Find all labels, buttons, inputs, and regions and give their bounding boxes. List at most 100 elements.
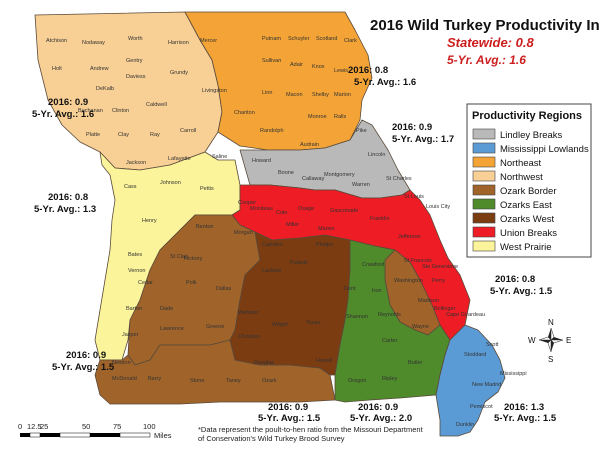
county-label: Carter xyxy=(382,338,397,344)
county-label: Chariton xyxy=(234,110,255,116)
county-label: Jefferson xyxy=(398,234,421,240)
scale-unit: Miles xyxy=(154,431,172,440)
legend-label: Northwest xyxy=(500,172,543,183)
county-label: Reynolds xyxy=(378,312,401,318)
legend-label: Union Breaks xyxy=(500,228,557,239)
region-stats: 2016: 0.9 5-Yr. Avg.: 1.6 2016: 0.8 5-Yr… xyxy=(32,65,557,424)
county-label: Phelps xyxy=(316,242,333,248)
legend-label: West Prairie xyxy=(500,242,552,253)
county-label: New Madrid xyxy=(472,382,501,388)
county-label: Schuyler xyxy=(288,36,310,42)
county-label: Worth xyxy=(128,36,143,42)
county-label: Holt xyxy=(52,66,62,72)
county-label: Hickory xyxy=(184,256,203,262)
county-label: Cape Girardeau xyxy=(446,312,485,318)
county-label: Franklin xyxy=(370,216,390,222)
county-label: Dent xyxy=(344,286,356,292)
county-label: St Louis xyxy=(404,194,424,200)
stat-ozarks-east-year: 2016: 0.9 xyxy=(358,402,398,413)
legend-swatch xyxy=(472,184,496,196)
county-label: Lincoln xyxy=(368,152,385,158)
county-label: Lawrence xyxy=(160,326,184,332)
county-label: Moniteau xyxy=(250,206,273,212)
county-label: Howell xyxy=(316,358,333,364)
county-label: Madison xyxy=(418,298,439,304)
stat-ozark-border-avg: 5-Yr. Avg.: 1.5 xyxy=(52,362,115,373)
county-label: Pulaski xyxy=(290,260,308,266)
county-label: Laclede xyxy=(262,268,281,274)
county-label: Wayne xyxy=(412,324,429,330)
stat-ozarks-west-avg: 5-Yr. Avg.: 1.5 xyxy=(258,413,321,424)
county-label: Cole xyxy=(276,210,287,216)
county-label: Pike xyxy=(356,128,367,134)
county-label: Ste Genevieve xyxy=(422,264,458,270)
county-label: Cooper xyxy=(238,200,256,206)
scale-tick-1: 12.5 xyxy=(27,422,42,431)
county-label: Johnson xyxy=(160,180,181,186)
county-label: Ray xyxy=(150,132,160,138)
legend-swatch xyxy=(472,142,496,154)
county-label: Buchanan xyxy=(78,108,103,114)
legend-swatch xyxy=(472,170,496,182)
county-label: Scott xyxy=(486,342,499,348)
county-label: Harrison xyxy=(168,40,189,46)
county-label: Pettis xyxy=(200,186,214,192)
county-label: Macon xyxy=(286,92,303,98)
legend-label: Mississippi Lowlands xyxy=(500,144,589,155)
county-label: Warren xyxy=(352,182,370,188)
county-label: Wright xyxy=(272,322,288,328)
county-label: Lafayette xyxy=(168,156,191,162)
county-label: Monroe xyxy=(308,114,327,120)
county-label: Christian xyxy=(238,334,260,340)
stat-union-breaks-avg: 5-Yr. Avg.: 1.5 xyxy=(490,286,553,297)
county-label: Iron xyxy=(372,288,381,294)
county-label: Mississippi xyxy=(500,371,527,377)
county-label: Atchison xyxy=(46,38,67,44)
county-label: Polk xyxy=(186,280,197,286)
legend-items: Lindley Breaks Mississippi Lowlands Northe… xyxy=(472,128,589,253)
footnote-line1: *Data represent the poult-to-hen ratio f… xyxy=(198,425,424,434)
county-label: Lewis xyxy=(334,68,348,74)
legend-label: Ozarks East xyxy=(500,200,552,211)
legend-swatch xyxy=(472,198,496,210)
scale-bar: 0 12.5 25 50 75 100 Miles xyxy=(18,422,172,440)
county-label: Montgomery xyxy=(324,172,355,178)
county-label: Barton xyxy=(126,306,142,312)
compass-e: E xyxy=(566,336,571,345)
legend-swatch xyxy=(472,156,496,168)
county-label: Linn xyxy=(262,90,272,96)
county-label: Pemiscot xyxy=(470,404,493,410)
region-polygons xyxy=(34,11,506,437)
county-label: Newton xyxy=(112,360,131,366)
county-label: Scotland xyxy=(316,36,337,42)
county-label: Texas xyxy=(306,320,321,326)
county-label: Butler xyxy=(408,360,423,366)
county-label: Shelby xyxy=(312,92,329,98)
compass-s: S xyxy=(548,355,553,364)
county-label: Boone xyxy=(278,170,294,176)
statewide-5yr-avg: 5-Yr. Avg.: 1.6 xyxy=(447,53,526,67)
stat-ozarks-west-year: 2016: 0.9 xyxy=(268,402,308,413)
county-label: Stoddard xyxy=(464,352,486,358)
scale-tick-0: 0 xyxy=(18,422,22,431)
county-label: Benton xyxy=(196,224,213,230)
county-label: Henry xyxy=(142,218,157,224)
stat-lowlands-year: 2016: 1.3 xyxy=(504,402,544,413)
compass-rose-icon: N S E W xyxy=(528,318,571,364)
county-label: Howard xyxy=(252,158,271,164)
legend-label: Ozarks West xyxy=(500,214,555,225)
county-label: Audrain xyxy=(300,142,319,148)
county-label: Knox xyxy=(312,64,325,70)
scale-tick-5: 100 xyxy=(143,422,156,431)
county-label: Oregon xyxy=(348,378,366,384)
county-label: Shannon xyxy=(346,314,368,320)
county-label: Clinton xyxy=(112,108,129,114)
county-label: Putnam xyxy=(262,36,281,42)
county-label: Louis City xyxy=(426,204,450,210)
county-label: Taney xyxy=(226,378,241,384)
stat-lindley-year: 2016: 0.9 xyxy=(392,122,432,133)
county-label: Ozark xyxy=(262,378,277,384)
stat-ozark-border-year: 2016: 0.9 xyxy=(66,350,106,361)
county-label: Webster xyxy=(238,310,259,316)
